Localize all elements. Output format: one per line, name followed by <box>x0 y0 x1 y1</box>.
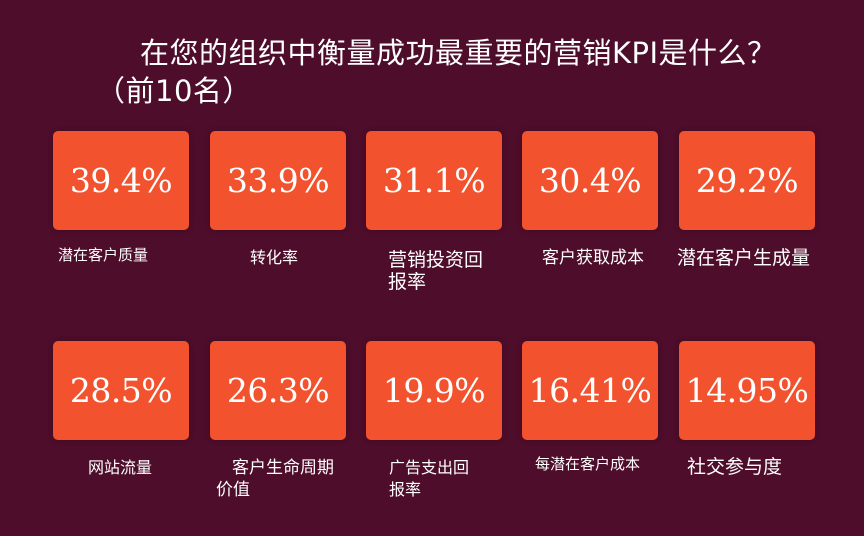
kpi-value: 29.2% <box>695 161 799 200</box>
kpi-tile: 30.4% <box>522 131 658 230</box>
kpi-label: 营销投资回报率 <box>388 249 484 293</box>
kpi-value: 31.1% <box>382 161 486 200</box>
kpi-label: 客户获取成本 <box>542 248 644 268</box>
kpi-tile: 29.2% <box>679 131 815 230</box>
kpi-value: 30.4% <box>538 161 642 200</box>
chart-title: 在您的组织中衡量成功最重要的营销KPI是什么？（前10名） <box>96 36 777 108</box>
kpi-label: 每潜在客户成本 <box>535 455 641 473</box>
kpi-label: 广告支出回报率 <box>389 458 470 499</box>
kpi-value: 39.4% <box>69 161 173 200</box>
kpi-value: 26.3% <box>226 371 330 410</box>
kpi-tile: 28.5% <box>53 341 189 440</box>
kpi-label: 潜在客户生成量 <box>677 247 811 269</box>
kpi-tile: 16.41% <box>522 341 658 440</box>
kpi-value: 14.95% <box>685 371 809 410</box>
kpi-value: 19.9% <box>382 371 486 410</box>
kpi-tile: 39.4% <box>53 131 189 230</box>
kpi-label: 网站流量 <box>88 458 153 477</box>
kpi-tile: 19.9% <box>366 341 502 440</box>
kpi-value: 33.9% <box>226 161 330 200</box>
kpi-tile: 31.1% <box>366 131 502 230</box>
kpi-label: 转化率 <box>250 248 299 267</box>
kpi-tile: 33.9% <box>210 131 346 230</box>
kpi-label: 客户生命周期价值 <box>216 458 334 500</box>
kpi-tile: 14.95% <box>679 341 815 440</box>
kpi-value: 16.41% <box>528 371 652 410</box>
kpi-tile: 26.3% <box>210 341 346 440</box>
kpi-value: 28.5% <box>69 371 173 410</box>
kpi-label: 潜在客户质量 <box>58 246 149 264</box>
kpi-label: 社交参与度 <box>687 456 783 478</box>
